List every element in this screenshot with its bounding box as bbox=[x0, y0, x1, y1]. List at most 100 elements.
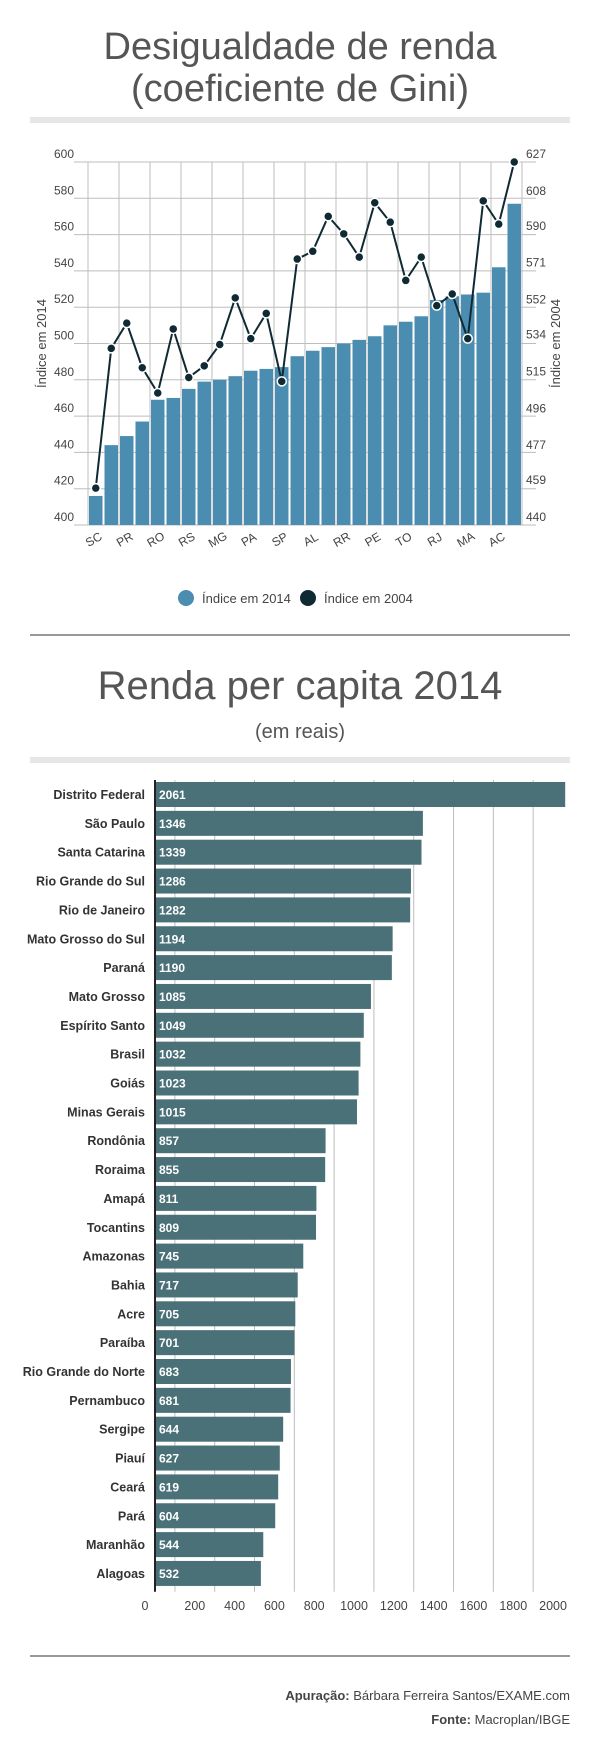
income-bar bbox=[155, 1474, 279, 1500]
y-tick-label-right: 496 bbox=[526, 401, 546, 415]
chart1-title-line1: Desigualdade de renda bbox=[103, 26, 497, 68]
bar-2014 bbox=[259, 368, 273, 525]
state-label: Mato Grosso do Sul bbox=[27, 932, 145, 946]
y-tick-label-right: 477 bbox=[526, 438, 546, 452]
x-tick-label: AL bbox=[301, 530, 321, 550]
y-tick-label-right: 571 bbox=[526, 256, 546, 270]
point-2004 bbox=[323, 211, 334, 222]
x-tick-label: 1000 bbox=[340, 1599, 368, 1613]
state-label: Paraíba bbox=[100, 1336, 146, 1350]
point-2004 bbox=[137, 362, 148, 374]
bar-2014 bbox=[290, 356, 304, 525]
bar-2014 bbox=[135, 421, 149, 525]
y-tick-label-left: 600 bbox=[54, 147, 74, 161]
credit-fonte: Fonte: Macroplan/IBGE bbox=[431, 1712, 570, 1727]
income-value-label: 627 bbox=[159, 1452, 179, 1466]
point-2004 bbox=[230, 292, 241, 304]
income-bar bbox=[155, 983, 371, 1009]
income-bar bbox=[155, 1185, 317, 1211]
y-tick-label-right: 459 bbox=[526, 473, 546, 487]
income-bar bbox=[155, 1128, 326, 1154]
bar-2014 bbox=[197, 381, 211, 525]
bar-2014 bbox=[383, 325, 397, 525]
x-tick-label: RR bbox=[331, 529, 353, 550]
x-tick-label: 800 bbox=[304, 1599, 325, 1613]
state-label: Brasil bbox=[110, 1048, 145, 1062]
state-label: Mato Grosso bbox=[69, 990, 146, 1004]
income-value-label: 811 bbox=[159, 1192, 179, 1206]
state-label: Paraná bbox=[103, 961, 145, 975]
income-value-label: 1015 bbox=[159, 1105, 186, 1119]
income-bar bbox=[155, 868, 411, 894]
x-tick-label: 1200 bbox=[380, 1599, 408, 1613]
y-tick-label-left: 400 bbox=[54, 510, 74, 524]
income-value-label: 532 bbox=[159, 1567, 179, 1581]
y-tick-label-left: 560 bbox=[54, 220, 74, 234]
income-value-label: 1085 bbox=[159, 990, 186, 1004]
income-value-label: 1282 bbox=[159, 903, 186, 917]
income-value-label: 681 bbox=[159, 1394, 179, 1408]
chart2-title: Renda per capita 2014 bbox=[97, 664, 503, 708]
y-tick-label-left: 460 bbox=[54, 401, 74, 415]
bar-2014 bbox=[306, 350, 320, 525]
income-bar bbox=[155, 1560, 261, 1586]
bar-2014 bbox=[182, 388, 196, 525]
state-label: Pará bbox=[118, 1509, 145, 1523]
bar-2014 bbox=[89, 495, 103, 525]
state-label: Rondônia bbox=[87, 1134, 146, 1148]
state-label: Pernambuco bbox=[69, 1394, 145, 1408]
income-bar bbox=[155, 1070, 359, 1096]
x-tick-label: RS bbox=[176, 529, 197, 549]
point-2004 bbox=[431, 300, 442, 311]
point-2004 bbox=[292, 253, 303, 265]
income-value-label: 1023 bbox=[159, 1077, 186, 1091]
point-2004 bbox=[338, 228, 349, 240]
point-2004 bbox=[214, 339, 225, 350]
bar-2014 bbox=[120, 436, 134, 525]
bar-2014 bbox=[166, 397, 180, 525]
income-value-label: 717 bbox=[159, 1278, 179, 1292]
state-label: Minas Gerais bbox=[67, 1105, 145, 1119]
footer-divider bbox=[30, 1655, 570, 1657]
x-tick-label: PE bbox=[362, 529, 383, 549]
point-2004 bbox=[90, 482, 101, 494]
y-tick-label-left: 520 bbox=[54, 292, 74, 306]
income-bar bbox=[155, 1330, 295, 1356]
income-value-label: 619 bbox=[159, 1480, 179, 1494]
bar-2014 bbox=[151, 399, 165, 525]
credit-label-1: Apuração: bbox=[285, 1688, 350, 1703]
income-bar bbox=[155, 1359, 291, 1384]
point-2004 bbox=[462, 333, 473, 344]
x-tick-label: MG bbox=[206, 529, 230, 551]
legend-item-2004: Índice em 2004 bbox=[300, 588, 413, 608]
income-value-label: 701 bbox=[159, 1336, 179, 1350]
bar-2014 bbox=[507, 203, 521, 525]
bar-2014 bbox=[492, 267, 506, 525]
income-bar bbox=[155, 926, 393, 952]
bar-2014 bbox=[275, 367, 289, 525]
bar-2014 bbox=[352, 339, 366, 525]
income-value-label: 1194 bbox=[159, 932, 185, 946]
income-value-label: 705 bbox=[159, 1307, 179, 1321]
income-value-label: 1346 bbox=[159, 817, 186, 831]
income-value-label: 1286 bbox=[159, 875, 186, 889]
income-bar bbox=[155, 1157, 326, 1183]
credit-value-1: Bárbara Ferreira Santos/EXAME.com bbox=[353, 1688, 570, 1703]
state-label: Amapá bbox=[103, 1192, 145, 1206]
state-label: São Paulo bbox=[85, 817, 146, 831]
x-tick-label: 1800 bbox=[499, 1599, 527, 1613]
point-2004 bbox=[121, 317, 132, 329]
bar-2014 bbox=[368, 336, 382, 525]
state-label: Roraima bbox=[95, 1163, 146, 1177]
income-chart: 2061 Distrito Federal 1346 São Paulo 1339 San… bbox=[23, 780, 567, 1613]
x-tick-label: 1600 bbox=[460, 1599, 488, 1613]
gini-chart: 400 420 440 460 480 500 520 540 560 580 600 440 459 4… bbox=[34, 147, 563, 551]
x-tick-label: 400 bbox=[224, 1599, 245, 1613]
income-bar bbox=[155, 1214, 317, 1240]
point-2004 bbox=[307, 246, 318, 257]
point-2004 bbox=[183, 372, 194, 383]
y-tick-label-left: 440 bbox=[54, 437, 74, 451]
point-2004 bbox=[168, 323, 179, 335]
income-value-label: 544 bbox=[159, 1538, 179, 1552]
point-2004 bbox=[385, 216, 396, 228]
